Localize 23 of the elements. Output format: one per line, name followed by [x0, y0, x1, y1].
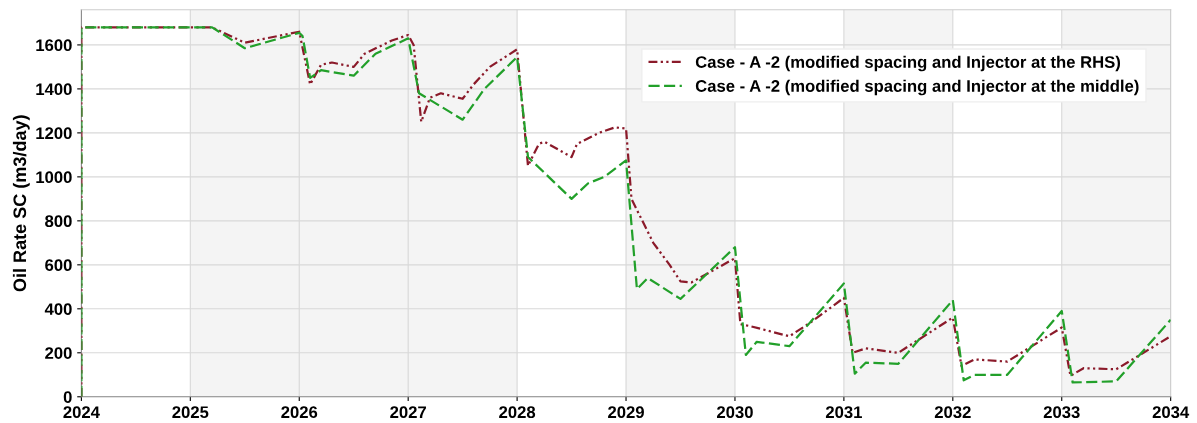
- y-tick-label: 0: [63, 391, 72, 403]
- x-tick-label: 2027: [390, 406, 426, 419]
- y-axis-title: Oil Rate SC (m3/day): [12, 115, 30, 292]
- x-tick-label: 2030: [717, 406, 753, 419]
- legend-label: Case - A -2 (modified spacing and Injector at the RHS): [695, 55, 1121, 72]
- x-tick-label: 2032: [934, 406, 971, 419]
- y-tick-label: 1600: [36, 39, 72, 52]
- x-tick-label: 2028: [499, 406, 536, 419]
- y-tick-label: 200: [45, 347, 72, 359]
- y-tick-label: 1400: [36, 83, 72, 96]
- y-tick-label: 400: [44, 303, 72, 316]
- x-tick-label: 2029: [608, 406, 644, 419]
- legend-label: Case - A -2 (modified spacing and Injector at the middle): [695, 79, 1139, 96]
- x-tick-label: 2025: [172, 406, 209, 419]
- y-tick-label: 1200: [36, 127, 72, 140]
- y-tick-label: 1000: [36, 171, 72, 184]
- y-tick-label: 800: [45, 215, 72, 228]
- x-tick-label: 2033: [1043, 406, 1080, 419]
- x-tick-label: 2034: [1152, 406, 1190, 419]
- y-tick-label: 600: [45, 259, 72, 272]
- x-tick-label: 2026: [281, 406, 318, 419]
- x-tick-label: 2024: [63, 406, 100, 419]
- x-tick-label: 2031: [825, 406, 862, 419]
